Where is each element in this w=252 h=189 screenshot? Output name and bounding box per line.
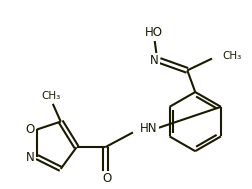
Text: N: N bbox=[26, 151, 34, 163]
Text: HO: HO bbox=[144, 26, 162, 40]
Text: O: O bbox=[25, 123, 35, 136]
Text: O: O bbox=[102, 172, 111, 185]
Text: CH₃: CH₃ bbox=[221, 51, 240, 61]
Text: N: N bbox=[150, 54, 159, 67]
Text: HN: HN bbox=[139, 122, 157, 135]
Text: CH₃: CH₃ bbox=[41, 91, 60, 101]
